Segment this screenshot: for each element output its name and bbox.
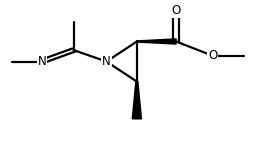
Polygon shape [132, 82, 141, 119]
Polygon shape [137, 39, 176, 44]
Text: O: O [172, 4, 181, 17]
Text: N: N [38, 55, 46, 68]
Text: O: O [208, 49, 217, 62]
Text: N: N [102, 55, 111, 68]
